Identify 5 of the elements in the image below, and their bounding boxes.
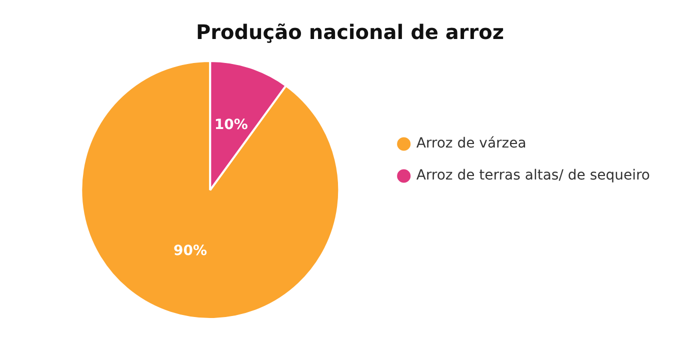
data-label: 10% bbox=[214, 117, 248, 134]
chart-title: Produção nacional de arroz bbox=[196, 20, 504, 44]
data-label: 90% bbox=[173, 242, 207, 259]
legend-label: Arroz de várzea bbox=[416, 136, 526, 152]
legend-label: Arroz de terras altas/ de sequeiro bbox=[416, 168, 650, 184]
